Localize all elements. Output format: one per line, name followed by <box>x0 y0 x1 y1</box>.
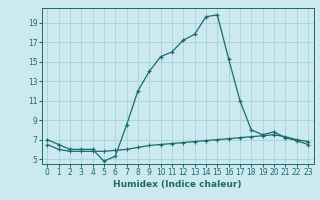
X-axis label: Humidex (Indice chaleur): Humidex (Indice chaleur) <box>113 180 242 189</box>
